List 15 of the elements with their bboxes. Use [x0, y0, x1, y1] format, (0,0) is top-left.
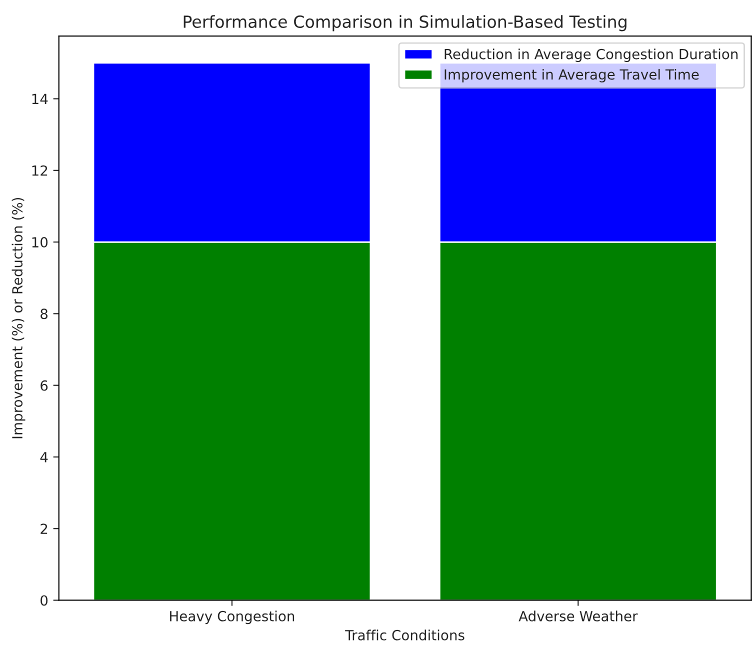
y-tick-label: 0: [40, 595, 48, 606]
legend-label: Improvement in Average Travel Time: [444, 68, 699, 82]
x-axis-title: Traffic Conditions: [345, 630, 464, 640]
y-tick-label: 6: [40, 380, 48, 391]
y-tick-label: 8: [40, 308, 48, 320]
y-tick-label: 14: [32, 94, 48, 104]
y-tick-label: 10: [32, 237, 48, 248]
x-tick-label: Heavy Congestion: [170, 610, 294, 624]
y-tick-label: 4: [40, 452, 48, 462]
chart-title: Performance Comparison in Simulation-Based Testing: [184, 15, 626, 32]
y-tick-label: 12: [32, 165, 48, 176]
legend-label: Reduction in Average Congestion Duration: [444, 48, 738, 62]
y-axis-title: Improvement (%) or Reduction (%): [12, 198, 26, 438]
x-tick-label: Adverse Weather: [518, 610, 638, 622]
y-tick-label: 2: [40, 524, 48, 534]
